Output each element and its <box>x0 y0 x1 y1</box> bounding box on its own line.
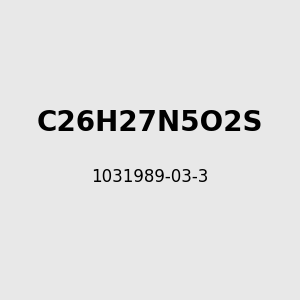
Text: C26H27N5O2S: C26H27N5O2S <box>37 109 263 137</box>
Text: 1031989-03-3: 1031989-03-3 <box>91 168 209 186</box>
